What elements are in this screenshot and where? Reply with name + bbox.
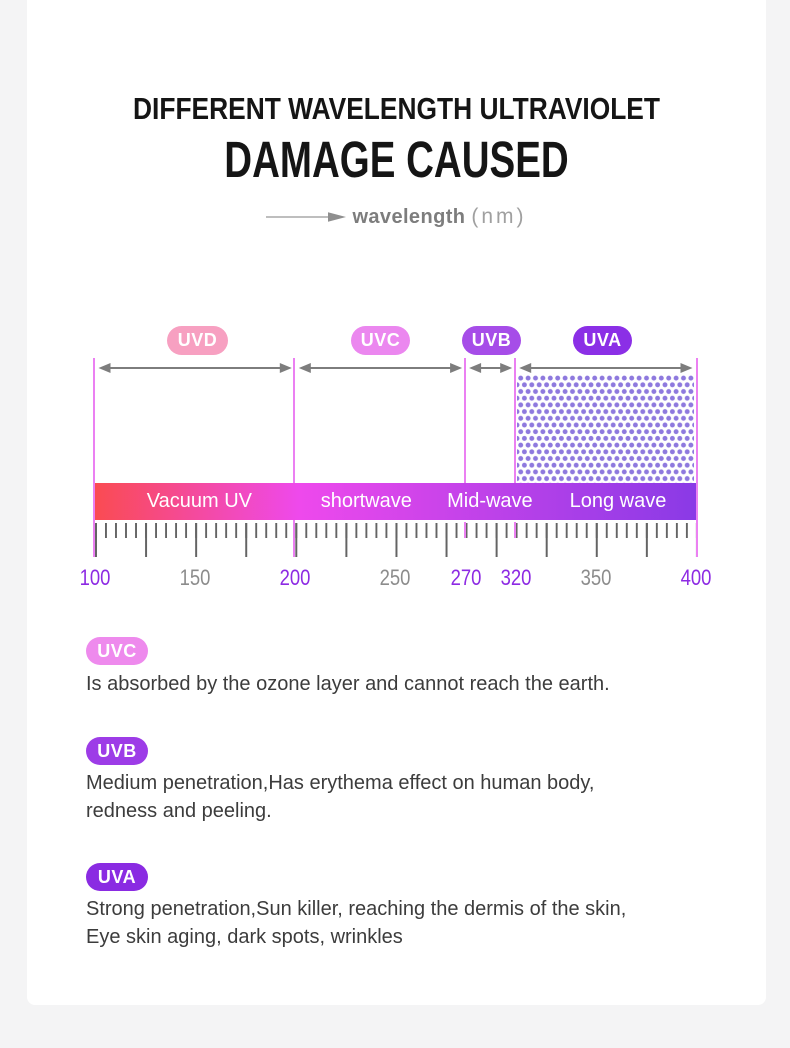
content-card: DIFFERENT WAVELENGTH ULTRAVIOLET DAMAGE … [27, 0, 766, 1005]
section-text-uvc: Is absorbed by the ozone layer and canno… [86, 672, 610, 695]
section-pill-uvb: UVB [86, 737, 148, 765]
wavelength-legend: wavelength (nm) [27, 204, 766, 230]
wavelength-label: wavelength [352, 205, 466, 228]
wavelength-unit: (nm) [471, 205, 527, 228]
band-pill-uvc: UVC [351, 326, 410, 355]
scale-label-400: 400 [680, 565, 712, 590]
band-pill-uva: UVA [573, 326, 632, 355]
section-text-uvb: Medium penetration,Has erythema effect o… [86, 771, 595, 823]
title-line-2: DAMAGE CAUSED [224, 131, 569, 189]
wavelength-arrow-icon [266, 212, 347, 222]
uva-dotted-area [517, 375, 694, 483]
band-pill-uvd: UVD [167, 326, 228, 355]
section-text-uva: Strong penetration,Sun killer, reaching … [86, 897, 627, 949]
boundary-line-100 [93, 358, 95, 557]
section-pill-uva: UVA [86, 863, 148, 891]
boundary-line-320-lower [513, 522, 516, 538]
boundary-line-270-lower [463, 522, 466, 538]
scale-label-350: 350 [580, 565, 612, 590]
bar-label-mid-wave: Mid-wave [447, 490, 533, 512]
boundary-line-270-upper [463, 358, 466, 483]
spectrum-gradient-bar [95, 483, 696, 520]
bar-label-shortwave: shortwave [320, 490, 412, 512]
scale-label-100: 100 [79, 565, 111, 590]
title-line-1: DIFFERENT WAVELENGTH ULTRAVIOLET [132, 91, 660, 127]
boundary-line-400 [696, 358, 698, 557]
bar-label-vacuum-uv: Vacuum UV [146, 490, 252, 512]
scale-label-200: 200 [279, 565, 311, 590]
boundary-line-200-upper [293, 358, 296, 483]
scale-label-250: 250 [379, 565, 411, 590]
scale-label-150: 150 [179, 565, 211, 590]
section-pill-uvc: UVC [86, 637, 148, 665]
band-span-arrows [98, 363, 693, 373]
band-pill-uvb: UVB [462, 326, 521, 355]
scale-label-320: 320 [500, 565, 532, 590]
boundary-line-320-upper [513, 358, 516, 483]
scale-label-270: 270 [450, 565, 482, 590]
boundary-line-200-lower [293, 520, 296, 557]
ruler-minor-ticks [95, 523, 699, 538]
bar-label-long-wave: Long wave [569, 490, 667, 512]
